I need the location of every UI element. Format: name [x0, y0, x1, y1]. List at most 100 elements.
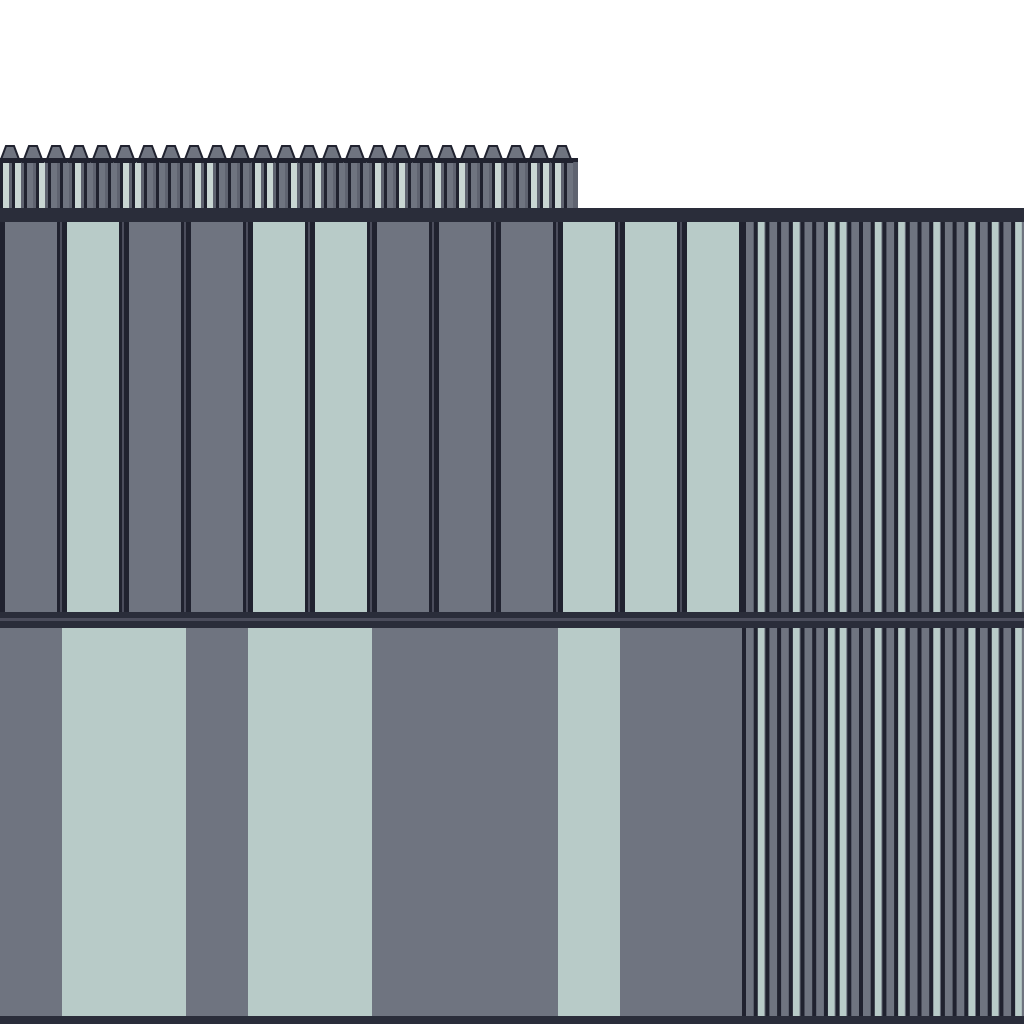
fin-panel [863, 222, 870, 614]
parapet-fin [303, 162, 309, 208]
parapet-mullion [408, 160, 411, 210]
parapet-fin [519, 162, 525, 208]
fin-panel [851, 222, 858, 614]
upper-panel [186, 222, 248, 614]
parapet-fin [351, 162, 357, 208]
fin-panel [827, 626, 835, 1018]
fin-panel [921, 626, 929, 1018]
lower-panels [0, 626, 744, 1018]
upper-panel [62, 222, 124, 614]
fin-panel [863, 626, 870, 1018]
parapet-fin [507, 162, 513, 208]
parapet-fin [459, 162, 465, 208]
fin-panel [851, 626, 858, 1018]
parapet-fin [231, 162, 237, 208]
parapet-fin [399, 162, 405, 208]
parapet-fin [423, 162, 429, 208]
parapet-mullion [168, 160, 171, 210]
upper-panel [496, 222, 558, 614]
upper-panel [248, 222, 310, 614]
parapet-mullion [480, 160, 483, 210]
fin-panel [816, 222, 823, 614]
parapet-mullion [24, 160, 27, 210]
fin-panel [909, 222, 917, 614]
fin-panel [980, 626, 987, 1018]
upper-panel [558, 222, 620, 614]
parapet-mullion [108, 160, 111, 210]
lower-panel [372, 626, 434, 1018]
parapet-mullion [204, 160, 207, 210]
fin-panel [839, 222, 847, 614]
upper-panel [372, 222, 434, 614]
parapet-mullion [276, 160, 279, 210]
parapet-fin [555, 162, 561, 208]
lower-panel [496, 626, 558, 1018]
parapet-mullion [336, 160, 339, 210]
fin-panel [1003, 222, 1011, 614]
parapet-mullion [456, 160, 459, 210]
parapet-fin [339, 162, 345, 208]
fin-panel [991, 626, 999, 1018]
fin-panel [839, 626, 847, 1018]
parapet-mullion [156, 160, 159, 210]
fin-panel [1015, 626, 1022, 1018]
fin-panel [991, 222, 999, 614]
parapet-mullion [312, 160, 315, 210]
fin-panel [757, 222, 765, 614]
parapet-fin [135, 162, 141, 208]
upper-panel [124, 222, 186, 614]
parapet-fin [183, 162, 189, 208]
parapet-fin [15, 162, 21, 208]
parapet-fin [279, 162, 285, 208]
parapet-fin [291, 162, 297, 208]
fin-panel [816, 626, 823, 1018]
parapet-mullion [216, 160, 219, 210]
fin-panel [933, 626, 940, 1018]
fin-panel [769, 626, 777, 1018]
parapet-mullion [504, 160, 507, 210]
parapet-mullion [84, 160, 87, 210]
fin-panel [792, 222, 800, 614]
parapet-fin [531, 162, 537, 208]
parapet-mullion [324, 160, 327, 210]
upper-panel [310, 222, 372, 614]
lower-panel [310, 626, 372, 1018]
parapet-mullion [240, 160, 243, 210]
fin-panel [804, 222, 812, 614]
fin-panel [827, 222, 835, 614]
parapet-fin [543, 162, 549, 208]
horizontal-rails [0, 208, 1024, 1024]
parapet-fin [87, 162, 93, 208]
lower-panel [558, 626, 620, 1018]
parapet-mullion [492, 160, 495, 210]
fin-panel [898, 222, 905, 614]
parapet-fin [267, 162, 273, 208]
fin-panel [874, 222, 882, 614]
fin-panel [980, 222, 987, 614]
parapet-mullion [12, 160, 15, 210]
parapet-fin [99, 162, 105, 208]
parapet-mullion [288, 160, 291, 210]
parapet-fin [51, 162, 57, 208]
lower-panel [124, 626, 186, 1018]
parapet-fin [3, 162, 9, 208]
parapet-mullion [252, 160, 255, 210]
parapet-mullion [372, 160, 375, 210]
fin-panel [746, 222, 753, 614]
parapet-fin [471, 162, 477, 208]
fin-panel [886, 222, 894, 614]
lower-panel [682, 626, 744, 1018]
parapet-mullion [0, 160, 3, 210]
lower-panel [434, 626, 496, 1018]
parapet-mullion [420, 160, 423, 210]
fin-panel [944, 626, 952, 1018]
top-rail [0, 208, 1024, 222]
parapet-mullion [384, 160, 387, 210]
parapet-fin [483, 162, 489, 208]
parapet-mullion [468, 160, 471, 210]
fin-panel [804, 626, 812, 1018]
parapet-mullion [348, 160, 351, 210]
parapet-fin [27, 162, 33, 208]
parapet-fin [39, 162, 45, 208]
